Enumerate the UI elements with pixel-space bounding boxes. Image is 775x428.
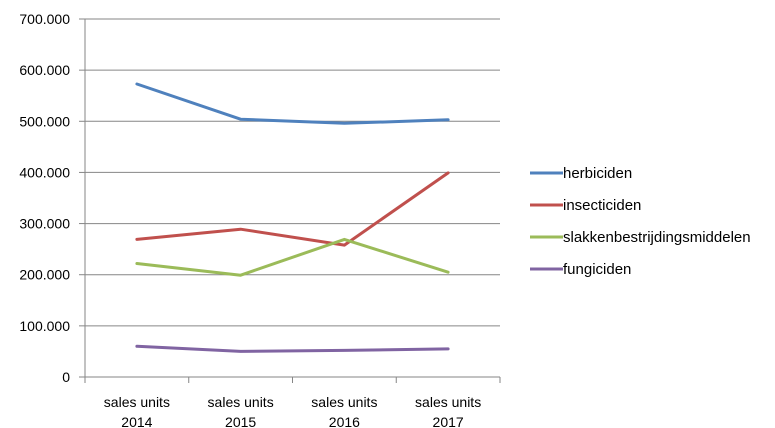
y-tick-label: 700.000 bbox=[19, 11, 70, 27]
x-tick-label-line: 2017 bbox=[433, 414, 464, 428]
legend-label: fungiciden bbox=[563, 261, 631, 278]
x-tick-label: sales units 2017 bbox=[415, 394, 481, 428]
x-tick-label-line: 2014 bbox=[121, 414, 152, 428]
gridlines bbox=[85, 18, 500, 327]
y-tick-label: 500.000 bbox=[19, 113, 70, 129]
y-tick-label: 300.000 bbox=[19, 216, 70, 232]
x-axis bbox=[79, 18, 501, 383]
legend-label: herbiciden bbox=[563, 165, 632, 182]
series-line-slakkenbestrijdingsmiddelen bbox=[135, 237, 450, 277]
legend-label: slakkenbestrijdingsmiddelen bbox=[563, 229, 751, 246]
series-line-fungiciden bbox=[135, 344, 450, 353]
x-tick-label-line: 2016 bbox=[329, 414, 360, 428]
y-tick-label: 400.000 bbox=[19, 164, 70, 180]
x-tick-label-line: 2015 bbox=[225, 414, 256, 428]
x-tick-label-line: sales units bbox=[208, 394, 274, 410]
x-tick-label: sales units 2016 bbox=[311, 394, 377, 428]
series-line-insecticiden bbox=[135, 171, 450, 247]
x-tick-label-line: sales units bbox=[311, 394, 377, 410]
legend: herbiciden insecticiden slakkenbestrijding… bbox=[530, 165, 751, 278]
y-axis-tick-labels: 0 100.000 200.000 300.000 400.000 500.000 600.… bbox=[19, 11, 70, 385]
y-tick-label: 600.000 bbox=[19, 62, 70, 78]
series-lines bbox=[135, 82, 450, 353]
legend-label: insecticiden bbox=[563, 197, 641, 214]
x-tick-label: sales units 2015 bbox=[208, 394, 274, 428]
x-tick-label: sales units 2014 bbox=[104, 394, 170, 428]
x-tick-label-line: sales units bbox=[104, 394, 170, 410]
x-tick-label-line: sales units bbox=[415, 394, 481, 410]
y-tick-label: 100.000 bbox=[19, 318, 70, 334]
y-tick-label: 0 bbox=[62, 369, 70, 385]
series-line-herbiciden bbox=[135, 82, 450, 125]
y-tick-label: 200.000 bbox=[19, 267, 70, 283]
